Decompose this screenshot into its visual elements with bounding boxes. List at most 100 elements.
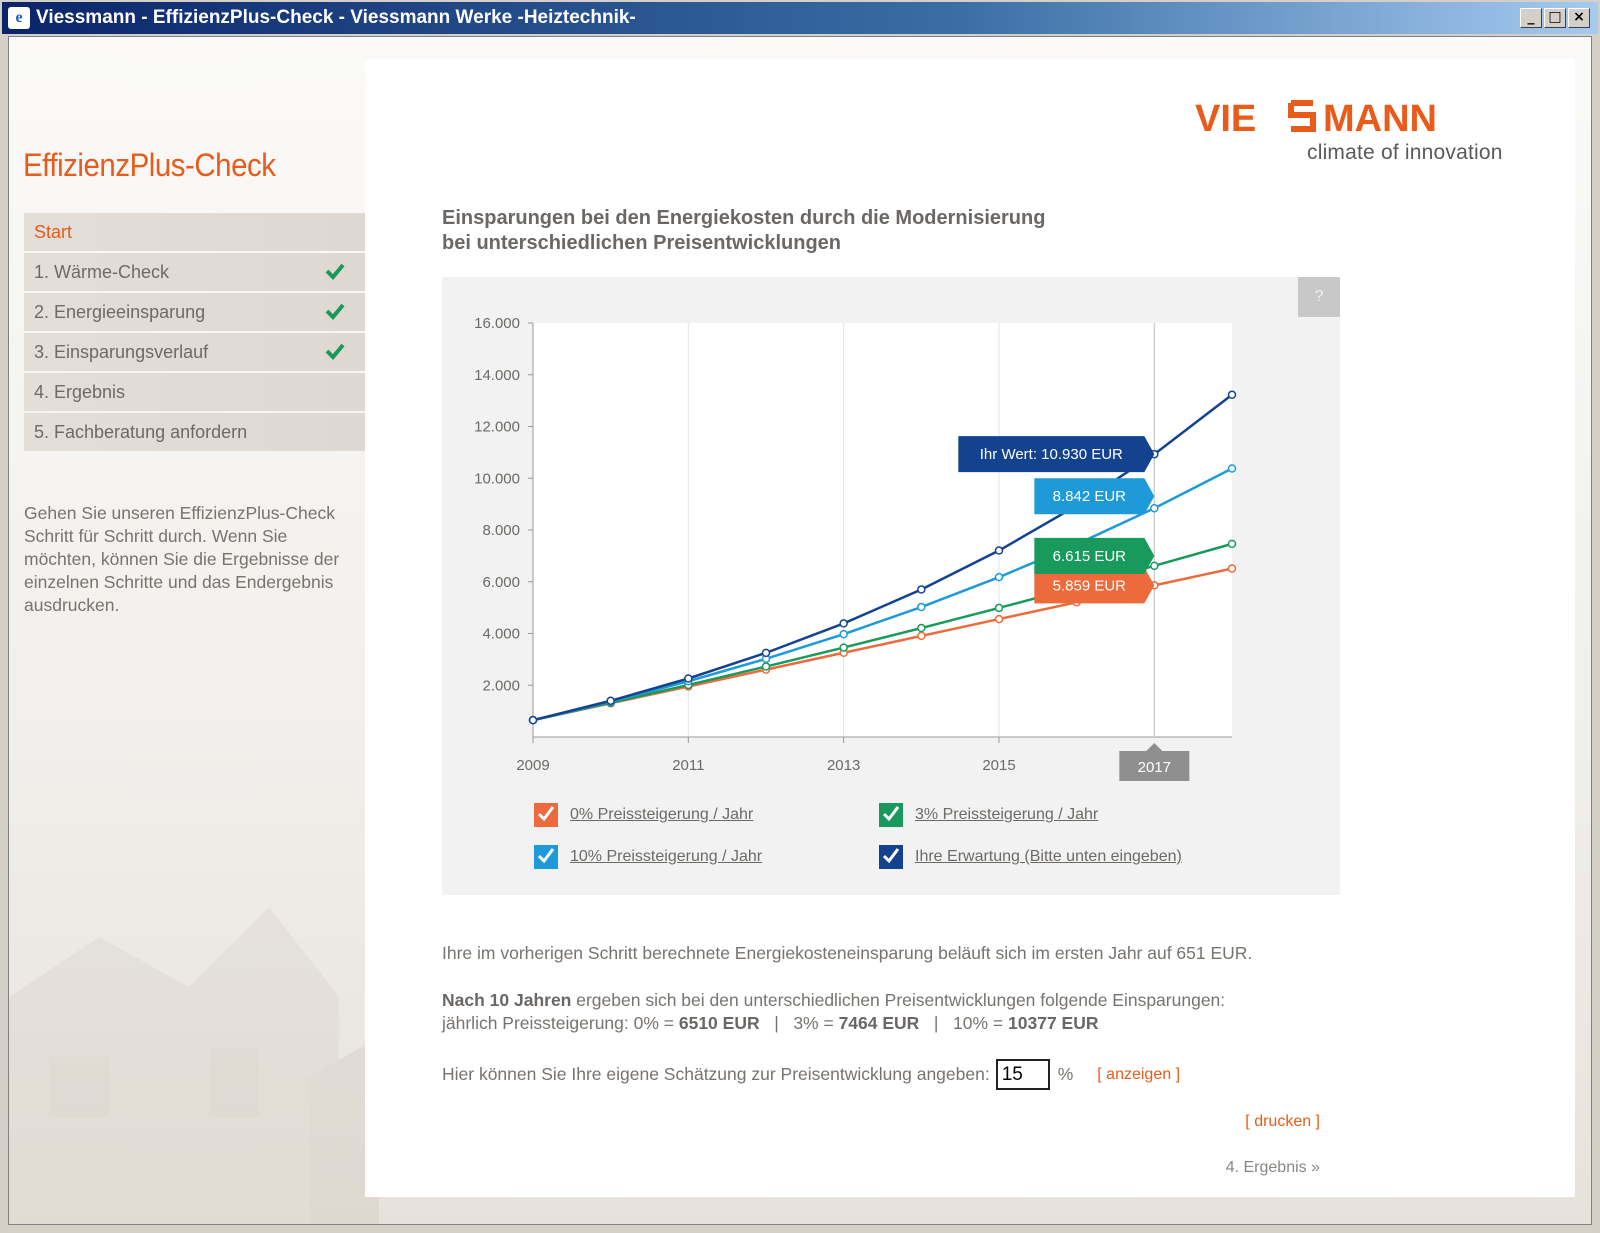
data-point-2 <box>994 572 1004 582</box>
rates-sep1: | 3% = <box>759 1013 839 1033</box>
legend-checkbox[interactable] <box>534 845 558 869</box>
highlight-year-box <box>1119 751 1190 781</box>
data-point-3 <box>684 674 693 683</box>
data-point-3 <box>839 619 848 628</box>
first-year-savings-text: Ihre im vorherigen Schritt berechnete En… <box>442 943 1253 963</box>
data-point-3 <box>606 696 615 706</box>
data-point-2 <box>839 629 848 639</box>
chart-heading: Einsparungen bei den Energiekosten durch… <box>442 206 1242 256</box>
data-point-3 <box>917 585 926 594</box>
nav-item-einsparungsverlauf[interactable]: 3. Einsparungsverlauf <box>24 333 365 371</box>
legend-item-0-percent[interactable]: 0% Preissteigerung / Jahr <box>534 803 753 827</box>
value-flag-shape <box>1034 567 1155 604</box>
x-tick-label: 2013 <box>827 757 860 774</box>
data-point-1 <box>1227 539 1237 549</box>
maximize-button[interactable]: □ <box>1544 8 1566 28</box>
y-tick-label: 12.000 <box>474 419 520 436</box>
series-line-2 <box>532 467 1233 722</box>
legend-checkbox[interactable] <box>879 803 903 827</box>
data-point-1 <box>994 603 1004 613</box>
highlight-year-label: 2017 <box>1138 759 1171 776</box>
nav-item-label: 3. Einsparungsverlauf <box>34 341 209 362</box>
estimate-label: Hier können Sie Ihre eigene Schätzung zu… <box>442 1064 990 1084</box>
data-point-3 <box>528 715 538 725</box>
legend-label[interactable]: 0% Preissteigerung / Jahr <box>570 806 754 823</box>
chart-heading-line2: bei unterschiedlichen Preisentwicklungen <box>442 232 841 254</box>
chart-legend: 0% Preissteigerung / Jahr 3% Preissteige… <box>534 803 1314 893</box>
value-flag-label: Ihr Wert: 10.930 EUR <box>980 446 1123 463</box>
estimate-input[interactable] <box>995 1059 1050 1090</box>
estimate-row: Hier können Sie Ihre eigene Schätzung zu… <box>442 1059 1180 1090</box>
nav-item-label: 5. Fachberatung anfordern <box>34 421 248 442</box>
value-flag-0: 5.859 EUR <box>1034 567 1155 604</box>
data-point-3 <box>994 546 1004 555</box>
plot-area <box>533 323 1232 737</box>
value-flag-2: 8.842 EUR <box>1034 478 1155 515</box>
value-flag-label: 8.842 EUR <box>1053 488 1127 505</box>
legend-checkbox[interactable] <box>879 845 903 869</box>
legend-item-3-percent[interactable]: 3% Preissteigerung / Jahr <box>879 803 1098 827</box>
ten-year-bold: Nach 10 Jahren <box>442 990 572 1010</box>
legend-item-own-estimate[interactable]: Ihre Erwartung (Bitte unten eingeben) <box>879 845 1182 869</box>
ie-page-icon: e <box>8 7 30 29</box>
data-point-1 <box>917 623 926 633</box>
x-tick-label: 2015 <box>982 757 1015 774</box>
nav-item-fachberatung[interactable]: 5. Fachberatung anfordern <box>24 413 365 451</box>
minimize-button[interactable]: _ <box>1520 8 1542 28</box>
nav-item-start[interactable]: Start <box>24 213 365 251</box>
house-silhouette-icon <box>9 907 379 1224</box>
value-10-percent: 10377 EUR <box>1008 1013 1099 1033</box>
y-tick-label: 10.000 <box>474 470 520 487</box>
logo-tagline: climate of innovation <box>1307 141 1503 164</box>
data-point-3 <box>761 648 771 658</box>
checkmark-icon <box>882 848 900 864</box>
y-tick-label: 16.000 <box>474 315 520 332</box>
value-flag-shape <box>1034 537 1155 574</box>
value-flag-1: 6.615 EUR <box>1034 537 1155 574</box>
legend-item-10-percent[interactable]: 10% Preissteigerung / Jahr <box>534 845 762 869</box>
help-button[interactable]: ? <box>1298 277 1340 317</box>
checkmark-icon <box>325 263 345 280</box>
app-title: EffizienzPlus-Check <box>23 147 276 183</box>
data-point-1 <box>1150 561 1159 571</box>
ten-year-savings-text: Nach 10 Jahren ergeben sich bei den unte… <box>442 989 1225 1035</box>
y-tick-label: 8.000 <box>482 522 520 539</box>
ten-year-rest: ergeben sich bei den unterschiedlichen P… <box>571 990 1226 1010</box>
data-point-2 <box>1150 503 1159 513</box>
nav-item-waerme-check[interactable]: 1. Wärme-Check <box>24 253 365 291</box>
data-point-0 <box>917 631 926 641</box>
print-link[interactable]: [ drucken ] <box>1245 1113 1320 1130</box>
window-title: Viessmann - EffizienzPlus-Check - Viessm… <box>36 7 636 28</box>
legend-label[interactable]: 10% Preissteigerung / Jahr <box>570 848 763 865</box>
value-flag-3: Ihr Wert: 10.930 EUR <box>958 436 1155 473</box>
window-title-bar[interactable]: e Viessmann - EffizienzPlus-Check - Vies… <box>0 0 1600 36</box>
show-estimate-link[interactable]: [ anzeigen ] <box>1097 1065 1181 1083</box>
rates-prefix: jährlich Preissteigerung: 0% = <box>442 1013 679 1033</box>
next-step-link[interactable]: 4. Ergebnis » <box>1225 1159 1320 1176</box>
highlight-year-pointer <box>1146 743 1163 751</box>
viessmann-logo: VIE MANN climate of innovation <box>1195 91 1515 171</box>
rates-sep2: | 10% = <box>919 1013 1009 1033</box>
legend-label[interactable]: Ihre Erwartung (Bitte unten eingeben) <box>915 848 1182 865</box>
viessmann-wordmark: VIE MANN <box>1195 98 1437 140</box>
nav-item-label: Start <box>34 221 73 242</box>
chart-panel: ? 16.000 14.000 12.000 10.000 8.000 6.000 4.00… <box>442 277 1340 895</box>
x-tick-label: 2011 <box>672 757 704 774</box>
savings-line-chart: 16.000 14.000 12.000 10.000 8.000 6.000 4.000 2… <box>474 315 1237 781</box>
close-button[interactable]: × <box>1568 8 1590 28</box>
nav-item-label: 1. Wärme-Check <box>34 261 170 282</box>
legend-label[interactable]: 3% Preissteigerung / Jahr <box>915 806 1099 823</box>
value-flag-label: 5.859 EUR <box>1053 577 1127 594</box>
checkmark-icon <box>882 806 900 822</box>
nav-item-energieeinsparung[interactable]: 2. Energieeinsparung <box>24 293 365 331</box>
chart-heading-line1: Einsparungen bei den Energiekosten durch… <box>442 207 1046 229</box>
main-panel: VIE MANN climate of innovation Einsparun… <box>365 59 1575 1197</box>
legend-checkbox[interactable] <box>534 803 558 827</box>
y-tick-label: 4.000 <box>482 626 520 643</box>
value-flag-shape <box>958 436 1155 473</box>
data-point-2 <box>917 602 926 612</box>
y-tick-label: 6.000 <box>482 574 520 591</box>
logo-text-right: MANN <box>1323 98 1437 140</box>
nav-item-ergebnis[interactable]: 4. Ergebnis <box>24 373 365 411</box>
estimate-unit: % <box>1057 1064 1074 1084</box>
